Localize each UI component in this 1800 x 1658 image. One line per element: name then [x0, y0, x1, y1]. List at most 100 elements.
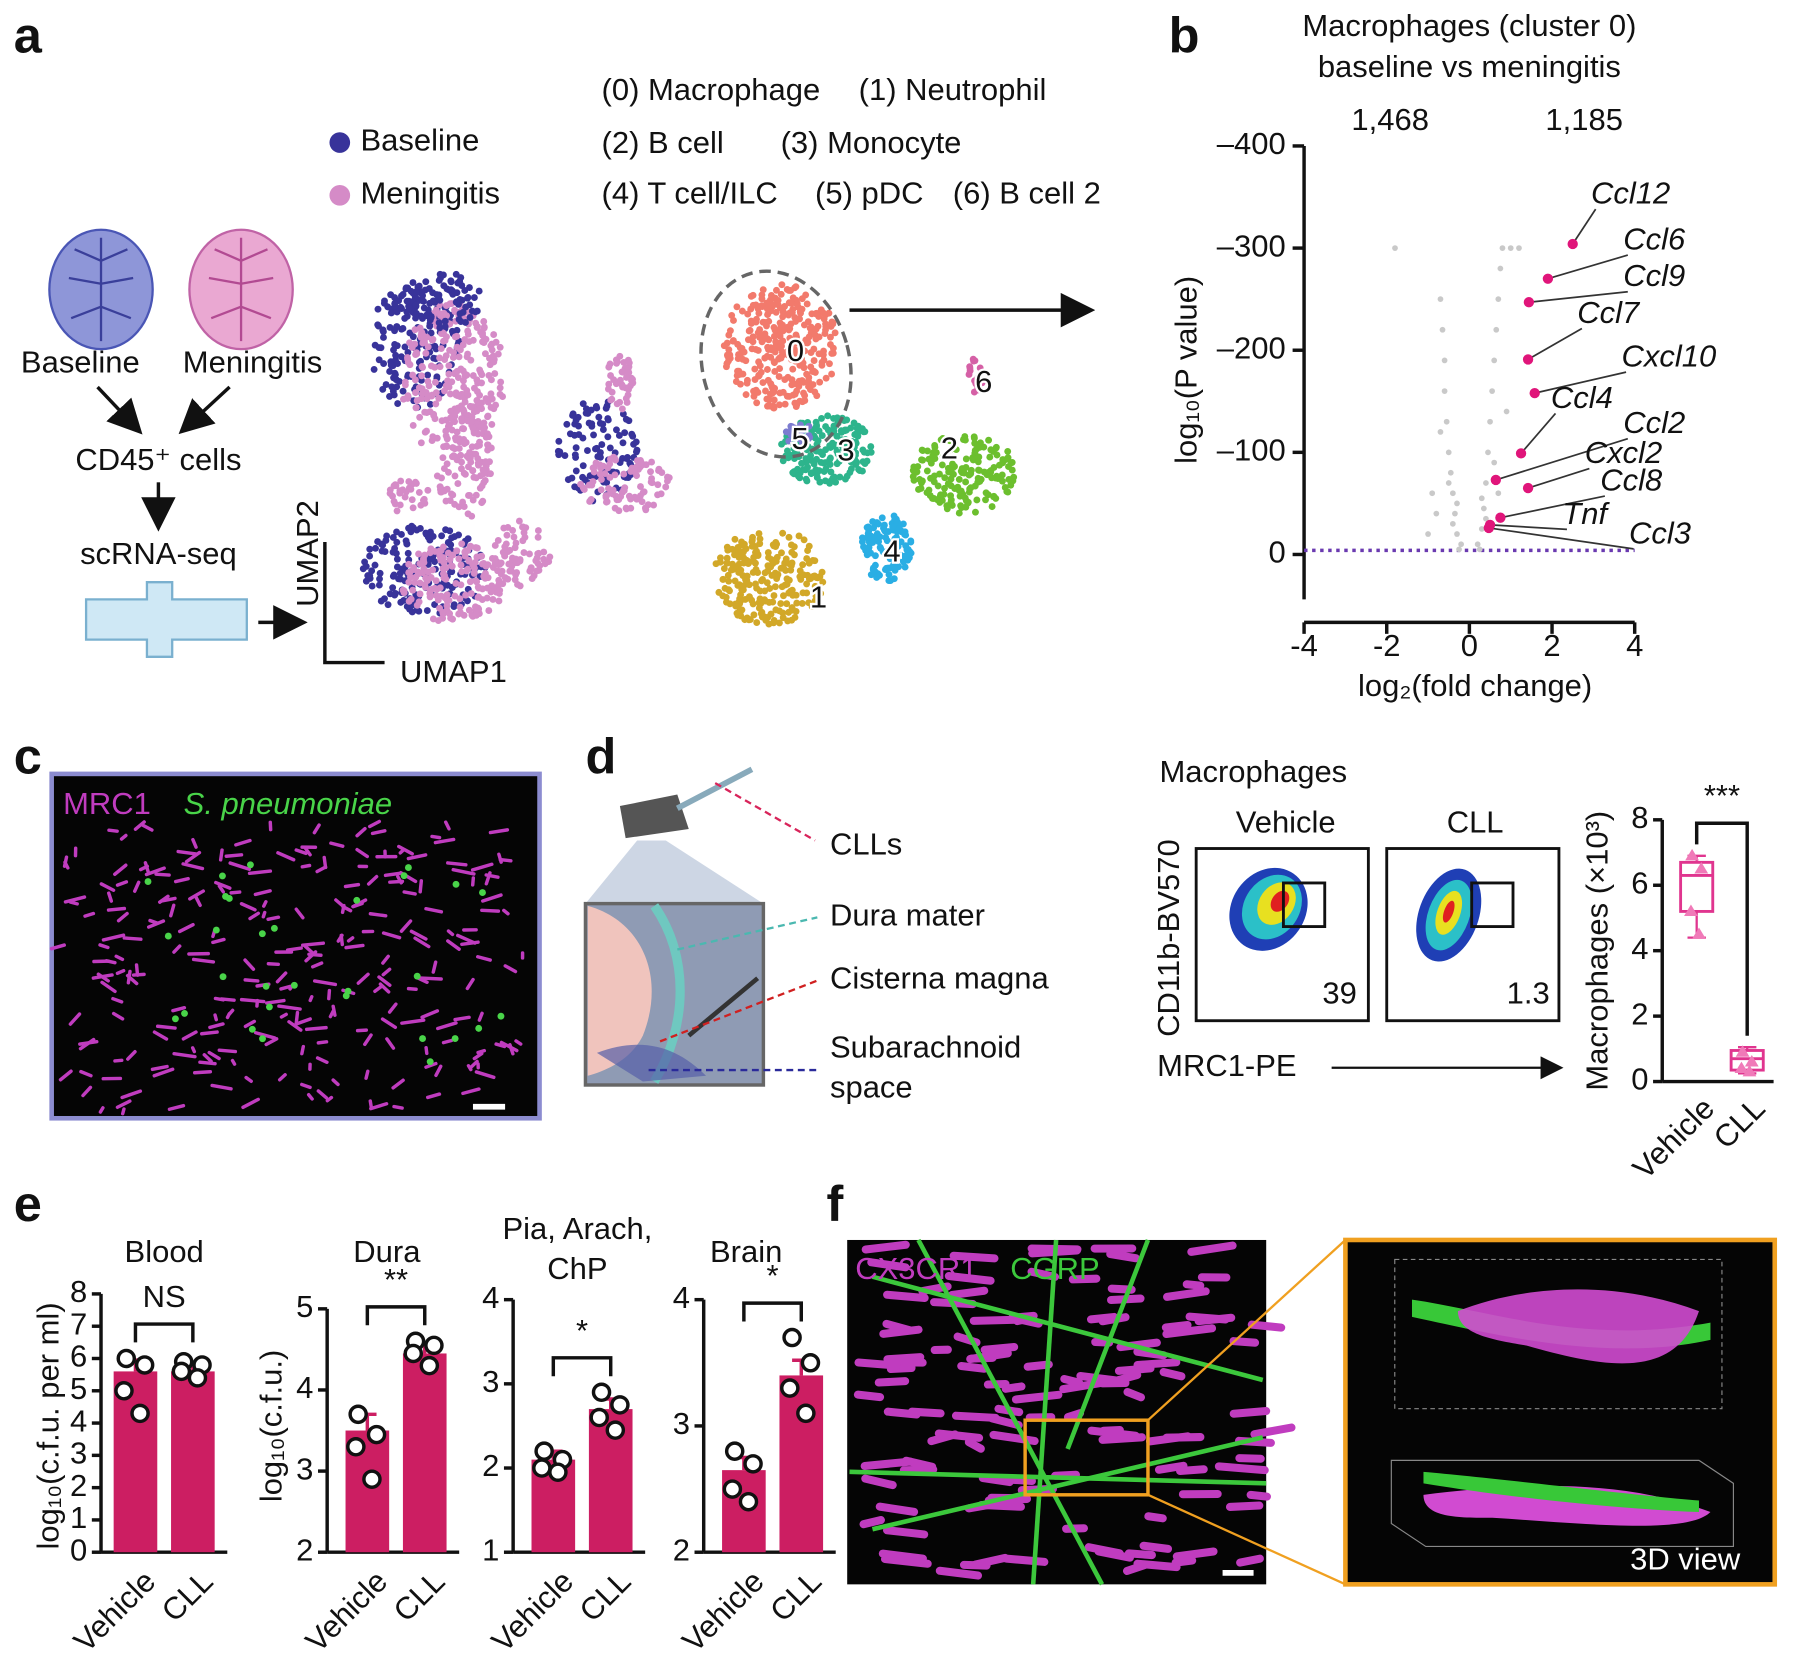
axis-label: UMAP1 [400, 654, 507, 689]
umap-cell [939, 497, 946, 504]
umap-cell [441, 356, 448, 363]
umap-cell [529, 575, 536, 582]
umap-cell [448, 562, 455, 569]
volcano-point [1484, 523, 1494, 533]
umap-cell [827, 341, 834, 348]
volcano-point [1491, 460, 1497, 466]
umap-cell [623, 455, 630, 462]
umap-cell [724, 544, 731, 551]
stain [231, 892, 240, 893]
umap-cell [807, 386, 814, 393]
umap-cell [778, 355, 785, 362]
leader-line [1490, 525, 1567, 530]
umap-cell [397, 478, 404, 485]
stain [864, 1520, 881, 1524]
umap-cell [859, 446, 866, 453]
stain [940, 1571, 978, 1576]
legend-label: Baseline [360, 123, 479, 158]
stain [268, 917, 278, 919]
umap-cell [811, 461, 818, 468]
bacteria [181, 1010, 188, 1017]
stain [302, 865, 309, 866]
data-point [724, 1481, 740, 1497]
umap-cell [788, 562, 795, 569]
umap-cell [602, 470, 609, 477]
umap-cell [600, 426, 607, 433]
umap-cell [447, 391, 454, 398]
gene-label: Cxcl10 [1621, 339, 1716, 374]
stain [215, 1015, 216, 1020]
volcano-point [1504, 409, 1510, 415]
umap-cell [475, 594, 482, 601]
umap-cell [418, 372, 425, 379]
arrow [184, 387, 230, 429]
stain [426, 1048, 427, 1054]
stain [242, 1000, 264, 1002]
umap-cell [597, 420, 604, 427]
stain [866, 1245, 906, 1250]
umap-cell [966, 363, 973, 370]
umap-cell [477, 329, 484, 336]
umap-cell [771, 385, 778, 392]
y-tick-label: 2 [70, 1468, 87, 1503]
data-point [593, 1384, 609, 1400]
umap-cell [452, 434, 459, 441]
volcano-point [1495, 296, 1501, 302]
umap-cell [453, 392, 460, 399]
volcano-point [1454, 531, 1460, 537]
umap-cell [416, 414, 423, 421]
flow-title: Macrophages [1159, 754, 1347, 789]
umap-cell [799, 600, 806, 607]
umap-cell [479, 483, 486, 490]
umap-cell [483, 563, 490, 570]
umap-cell [488, 589, 495, 596]
y-axis-label: log₁₀(P value) [1168, 276, 1203, 464]
umap-cell [984, 471, 991, 478]
umap-cell [975, 467, 982, 474]
umap-cell [392, 500, 399, 507]
umap-cell [721, 565, 728, 572]
umap-cell [483, 395, 490, 402]
umap-cell [784, 324, 791, 331]
bacteria [453, 881, 460, 888]
bacteria [414, 973, 421, 980]
bar [171, 1371, 215, 1552]
umap-cell [480, 318, 487, 325]
umap-cell [1005, 476, 1012, 483]
flow-sample: Vehicle [1236, 805, 1336, 840]
umap-cell [914, 468, 921, 475]
umap-cell [765, 562, 772, 569]
panel-label: c [14, 727, 42, 784]
umap-cell [808, 310, 815, 317]
umap-cell [456, 595, 463, 602]
umap-cell [815, 437, 822, 444]
umap-cell [454, 344, 461, 351]
umap-cell [776, 365, 783, 372]
diagram-label: CLLs [830, 826, 902, 861]
umap-cell [440, 544, 447, 551]
y-tick-label: 0 [1268, 535, 1285, 570]
volcano-point [1543, 274, 1553, 284]
volcano-point [1500, 245, 1506, 251]
umap-cell [941, 474, 948, 481]
umap-cell [603, 405, 610, 412]
umap-cell [975, 458, 982, 465]
leader-line [1489, 528, 1634, 549]
umap-cell [619, 405, 626, 412]
umap-cell [452, 472, 459, 479]
umap-cell [1003, 456, 1010, 463]
umap-cell [488, 421, 495, 428]
umap-cell [466, 301, 473, 308]
umap-cell [363, 563, 370, 570]
stain [346, 885, 359, 887]
volcano-point [1425, 531, 1431, 537]
bacteria [259, 1035, 266, 1042]
umap-cell [648, 459, 655, 466]
y-tick-label: 4 [482, 1280, 499, 1315]
umap-cell [738, 538, 745, 545]
chart-title: Macrophages (cluster 0) [1302, 8, 1636, 43]
umap-cell [935, 482, 942, 489]
umap-cell [391, 545, 398, 552]
x-tick-label: 2 [1543, 628, 1560, 663]
umap-cell [405, 525, 412, 532]
